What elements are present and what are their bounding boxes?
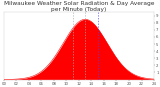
- Title: Milwaukee Weather Solar Radiation & Day Average per Minute (Today): Milwaukee Weather Solar Radiation & Day …: [4, 1, 154, 12]
